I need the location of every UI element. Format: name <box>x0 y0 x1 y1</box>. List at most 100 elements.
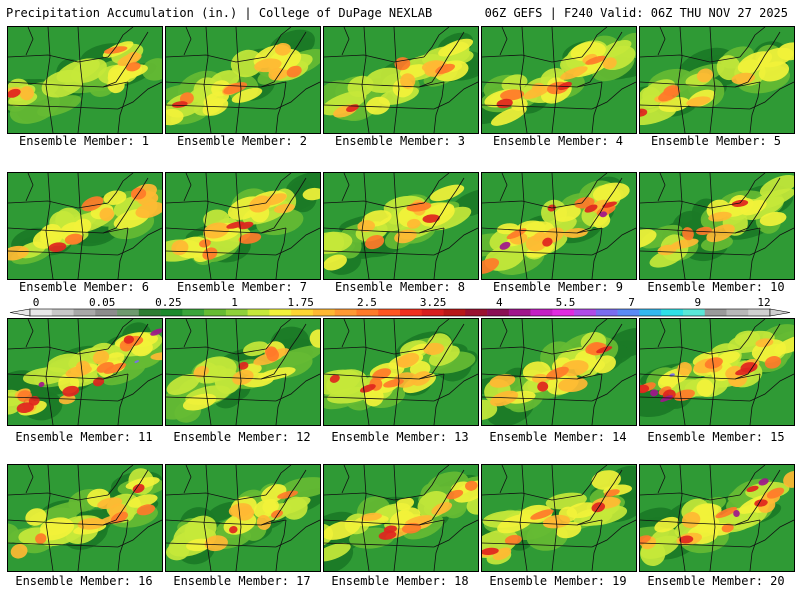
precip-contour <box>8 88 21 98</box>
colorbar-swatch <box>378 309 401 316</box>
precip-contour <box>309 329 320 348</box>
state-boundary <box>361 465 370 571</box>
precip-contour <box>17 390 32 402</box>
state-boundary <box>8 492 109 501</box>
colorbar-swatch <box>356 309 379 316</box>
precip-contour <box>532 231 546 242</box>
colorbar-tick-label: 2.5 <box>357 298 377 309</box>
state-boundary <box>591 81 636 110</box>
state-boundary <box>324 396 435 402</box>
colorbar-swatch <box>117 309 140 316</box>
precip-contour <box>591 470 621 490</box>
state-boundary <box>640 54 741 63</box>
state-boundary <box>8 250 119 256</box>
state-boundary <box>183 27 192 56</box>
precip-contour <box>357 220 375 233</box>
precip-contour <box>274 496 311 516</box>
colorbar-tick-label: 0.25 <box>155 298 182 309</box>
state-boundary <box>739 319 766 350</box>
state-boundary <box>8 81 129 88</box>
state-boundary <box>324 519 445 526</box>
precip-contour <box>654 516 680 533</box>
precip-contour <box>274 42 291 56</box>
state-boundary <box>581 27 608 58</box>
precip-contour <box>202 247 218 260</box>
precip-contour <box>602 201 617 208</box>
precip-contour <box>136 504 156 516</box>
precip-contour <box>423 342 445 355</box>
precip-contour <box>758 61 790 82</box>
precip-contour <box>715 507 738 519</box>
precip-contour <box>324 542 351 562</box>
precip-contour <box>134 360 139 363</box>
state-boundary <box>734 469 781 526</box>
precip-contour <box>640 108 648 117</box>
ensemble-member-label: Ensemble Member: 1 <box>18 134 150 148</box>
state-boundary <box>640 250 751 256</box>
precip-contour <box>125 477 160 490</box>
state-boundary <box>324 346 425 355</box>
precip-contour <box>438 38 474 57</box>
colorbar-swatch <box>312 309 335 316</box>
state-boundary <box>8 104 119 110</box>
precip-contour <box>406 201 432 212</box>
precip-contour <box>107 76 125 94</box>
state-boundary <box>482 396 593 402</box>
ensemble-member-map <box>639 464 795 572</box>
precip-contour <box>704 357 723 369</box>
ensemble-member-label: Ensemble Member: 17 <box>173 574 311 588</box>
state-boundary <box>709 27 716 133</box>
state-boundary <box>166 373 287 380</box>
precip-contour <box>542 237 553 247</box>
precip-contour <box>117 53 142 67</box>
precip-contour <box>446 489 464 500</box>
precip-contour <box>708 211 732 222</box>
precip-contour <box>453 480 478 503</box>
state-boundary <box>117 373 162 402</box>
state-boundary <box>77 465 84 571</box>
ensemble-member-label: Ensemble Member: 11 <box>15 430 153 444</box>
state-boundary <box>749 373 794 402</box>
precip-contour <box>560 66 588 80</box>
state-boundary <box>739 173 766 204</box>
state-boundary <box>418 323 465 380</box>
state-boundary <box>677 173 686 279</box>
state-boundary <box>640 81 761 88</box>
state-boundary <box>423 465 450 496</box>
map-title: Precipitation Accumulation (in.) | Colle… <box>6 6 433 20</box>
state-boundary <box>235 173 242 279</box>
precip-contour <box>596 346 613 354</box>
state-boundary <box>117 81 129 133</box>
precip-contour <box>546 366 569 380</box>
state-boundary <box>433 373 445 425</box>
state-boundary <box>418 31 465 88</box>
state-boundary <box>117 227 129 279</box>
precip-contour <box>38 381 45 388</box>
ensemble-member-map <box>7 26 163 134</box>
state-boundary <box>77 173 84 279</box>
colorbar-tick-label: 1.75 <box>287 298 314 309</box>
precip-contour <box>171 101 188 108</box>
state-boundary <box>709 173 716 279</box>
state-boundary <box>45 465 54 571</box>
precip-contour <box>401 522 422 534</box>
state-boundary <box>519 465 528 571</box>
state-boundary <box>324 250 435 256</box>
state-boundary <box>482 250 593 256</box>
state-boundary <box>591 519 636 548</box>
state-boundary <box>749 373 761 425</box>
precip-contour <box>602 57 617 70</box>
colorbar-tick-label: 5.5 <box>556 298 576 309</box>
precip-contour <box>566 502 599 519</box>
precip-contour <box>132 483 145 494</box>
colorbar-swatch <box>421 309 444 316</box>
colorbar-swatch <box>552 309 575 316</box>
state-boundary <box>576 469 623 526</box>
ensemble-member-label: Ensemble Member: 19 <box>489 574 627 588</box>
state-boundary <box>640 227 761 234</box>
precip-contour <box>64 233 84 245</box>
precip-contour <box>150 328 162 336</box>
precip-contour <box>755 338 774 348</box>
state-boundary <box>324 373 445 380</box>
precip-contour <box>482 258 500 274</box>
